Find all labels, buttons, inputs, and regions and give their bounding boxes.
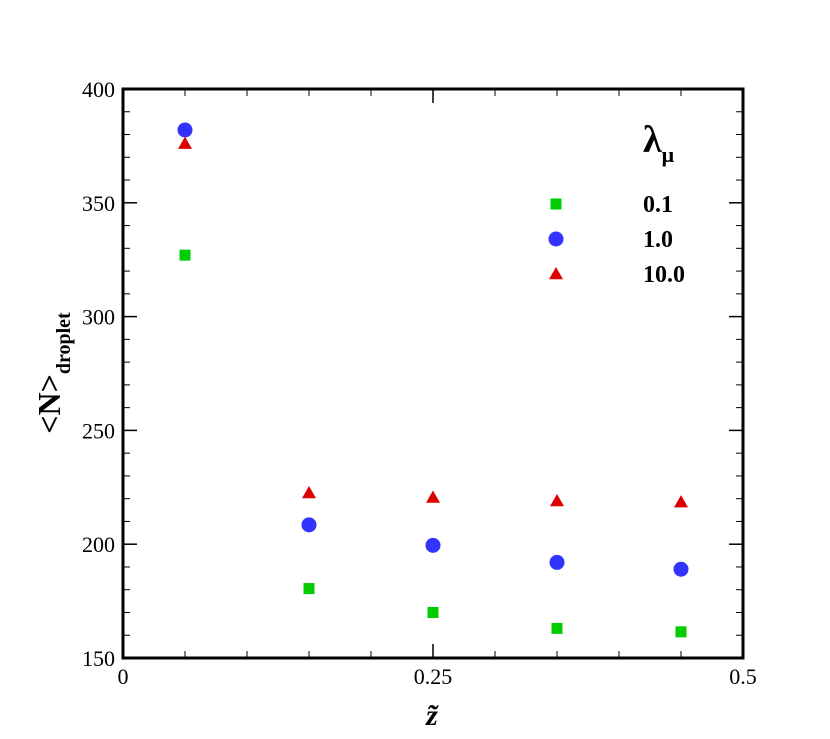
y-tick-label: 250 — [82, 418, 115, 443]
data-point-circle — [549, 554, 565, 570]
legend-marker-circle — [548, 231, 564, 247]
y-axis-title: <N>droplet — [31, 312, 75, 434]
legend-title: λμ — [643, 119, 675, 167]
legend: λμ 0.1 1.0 10.0 — [548, 119, 685, 288]
x-tick-label: 0 — [118, 664, 129, 689]
y-tick-labels: 150 200 250 300 350 400 — [82, 77, 115, 671]
y-axis-title-subscript: droplet — [53, 312, 75, 374]
legend-entry: 1.0 — [548, 227, 673, 253]
x-tick-label: 0.25 — [414, 664, 453, 689]
legend-label: 0.1 — [643, 192, 673, 218]
major-ticks — [122, 88, 744, 659]
y-tick-label: 350 — [82, 191, 115, 216]
legend-entry: 10.0 — [549, 262, 685, 288]
x-tick-label: 0.5 — [729, 664, 757, 689]
series-10.0 — [178, 136, 688, 508]
data-point-circle — [425, 537, 441, 553]
y-tick-label: 200 — [82, 532, 115, 557]
y-tick-label: 300 — [82, 305, 115, 330]
data-point-circle — [177, 122, 193, 138]
data-point-triangle — [302, 485, 316, 499]
y-axis-title-main: <N> — [31, 374, 67, 434]
y-tick-label: 400 — [82, 77, 115, 102]
data-point-triangle — [674, 495, 688, 508]
data-point-square — [303, 583, 315, 595]
legend-label: 1.0 — [643, 227, 673, 253]
data-point-square — [427, 606, 439, 618]
data-point-triangle — [178, 136, 192, 149]
data-point-triangle — [426, 490, 440, 503]
legend-label: 10.0 — [643, 262, 685, 288]
data-point-square — [551, 622, 563, 634]
data-point-square — [675, 626, 687, 638]
minor-ticks — [123, 89, 743, 658]
legend-marker-square — [550, 198, 562, 210]
legend-entries: 0.1 1.0 10.0 — [548, 192, 685, 288]
data-points — [177, 122, 689, 638]
legend-marker-triangle — [549, 267, 563, 280]
data-point-square — [179, 249, 191, 261]
legend-title-symbol: λ — [643, 119, 662, 161]
data-point-circle — [673, 561, 689, 577]
data-point-triangle — [550, 493, 564, 507]
series-0.1 — [179, 249, 687, 638]
x-axis-title: z̃ — [425, 699, 439, 732]
legend-entry: 0.1 — [550, 192, 673, 218]
series-1.0 — [177, 122, 689, 577]
legend-title-subscript: μ — [662, 142, 675, 167]
data-point-circle — [301, 517, 317, 533]
x-tick-labels: 0 0.25 0.5 — [118, 664, 757, 689]
y-tick-label: 150 — [82, 646, 115, 671]
plot-frame — [121, 87, 745, 660]
